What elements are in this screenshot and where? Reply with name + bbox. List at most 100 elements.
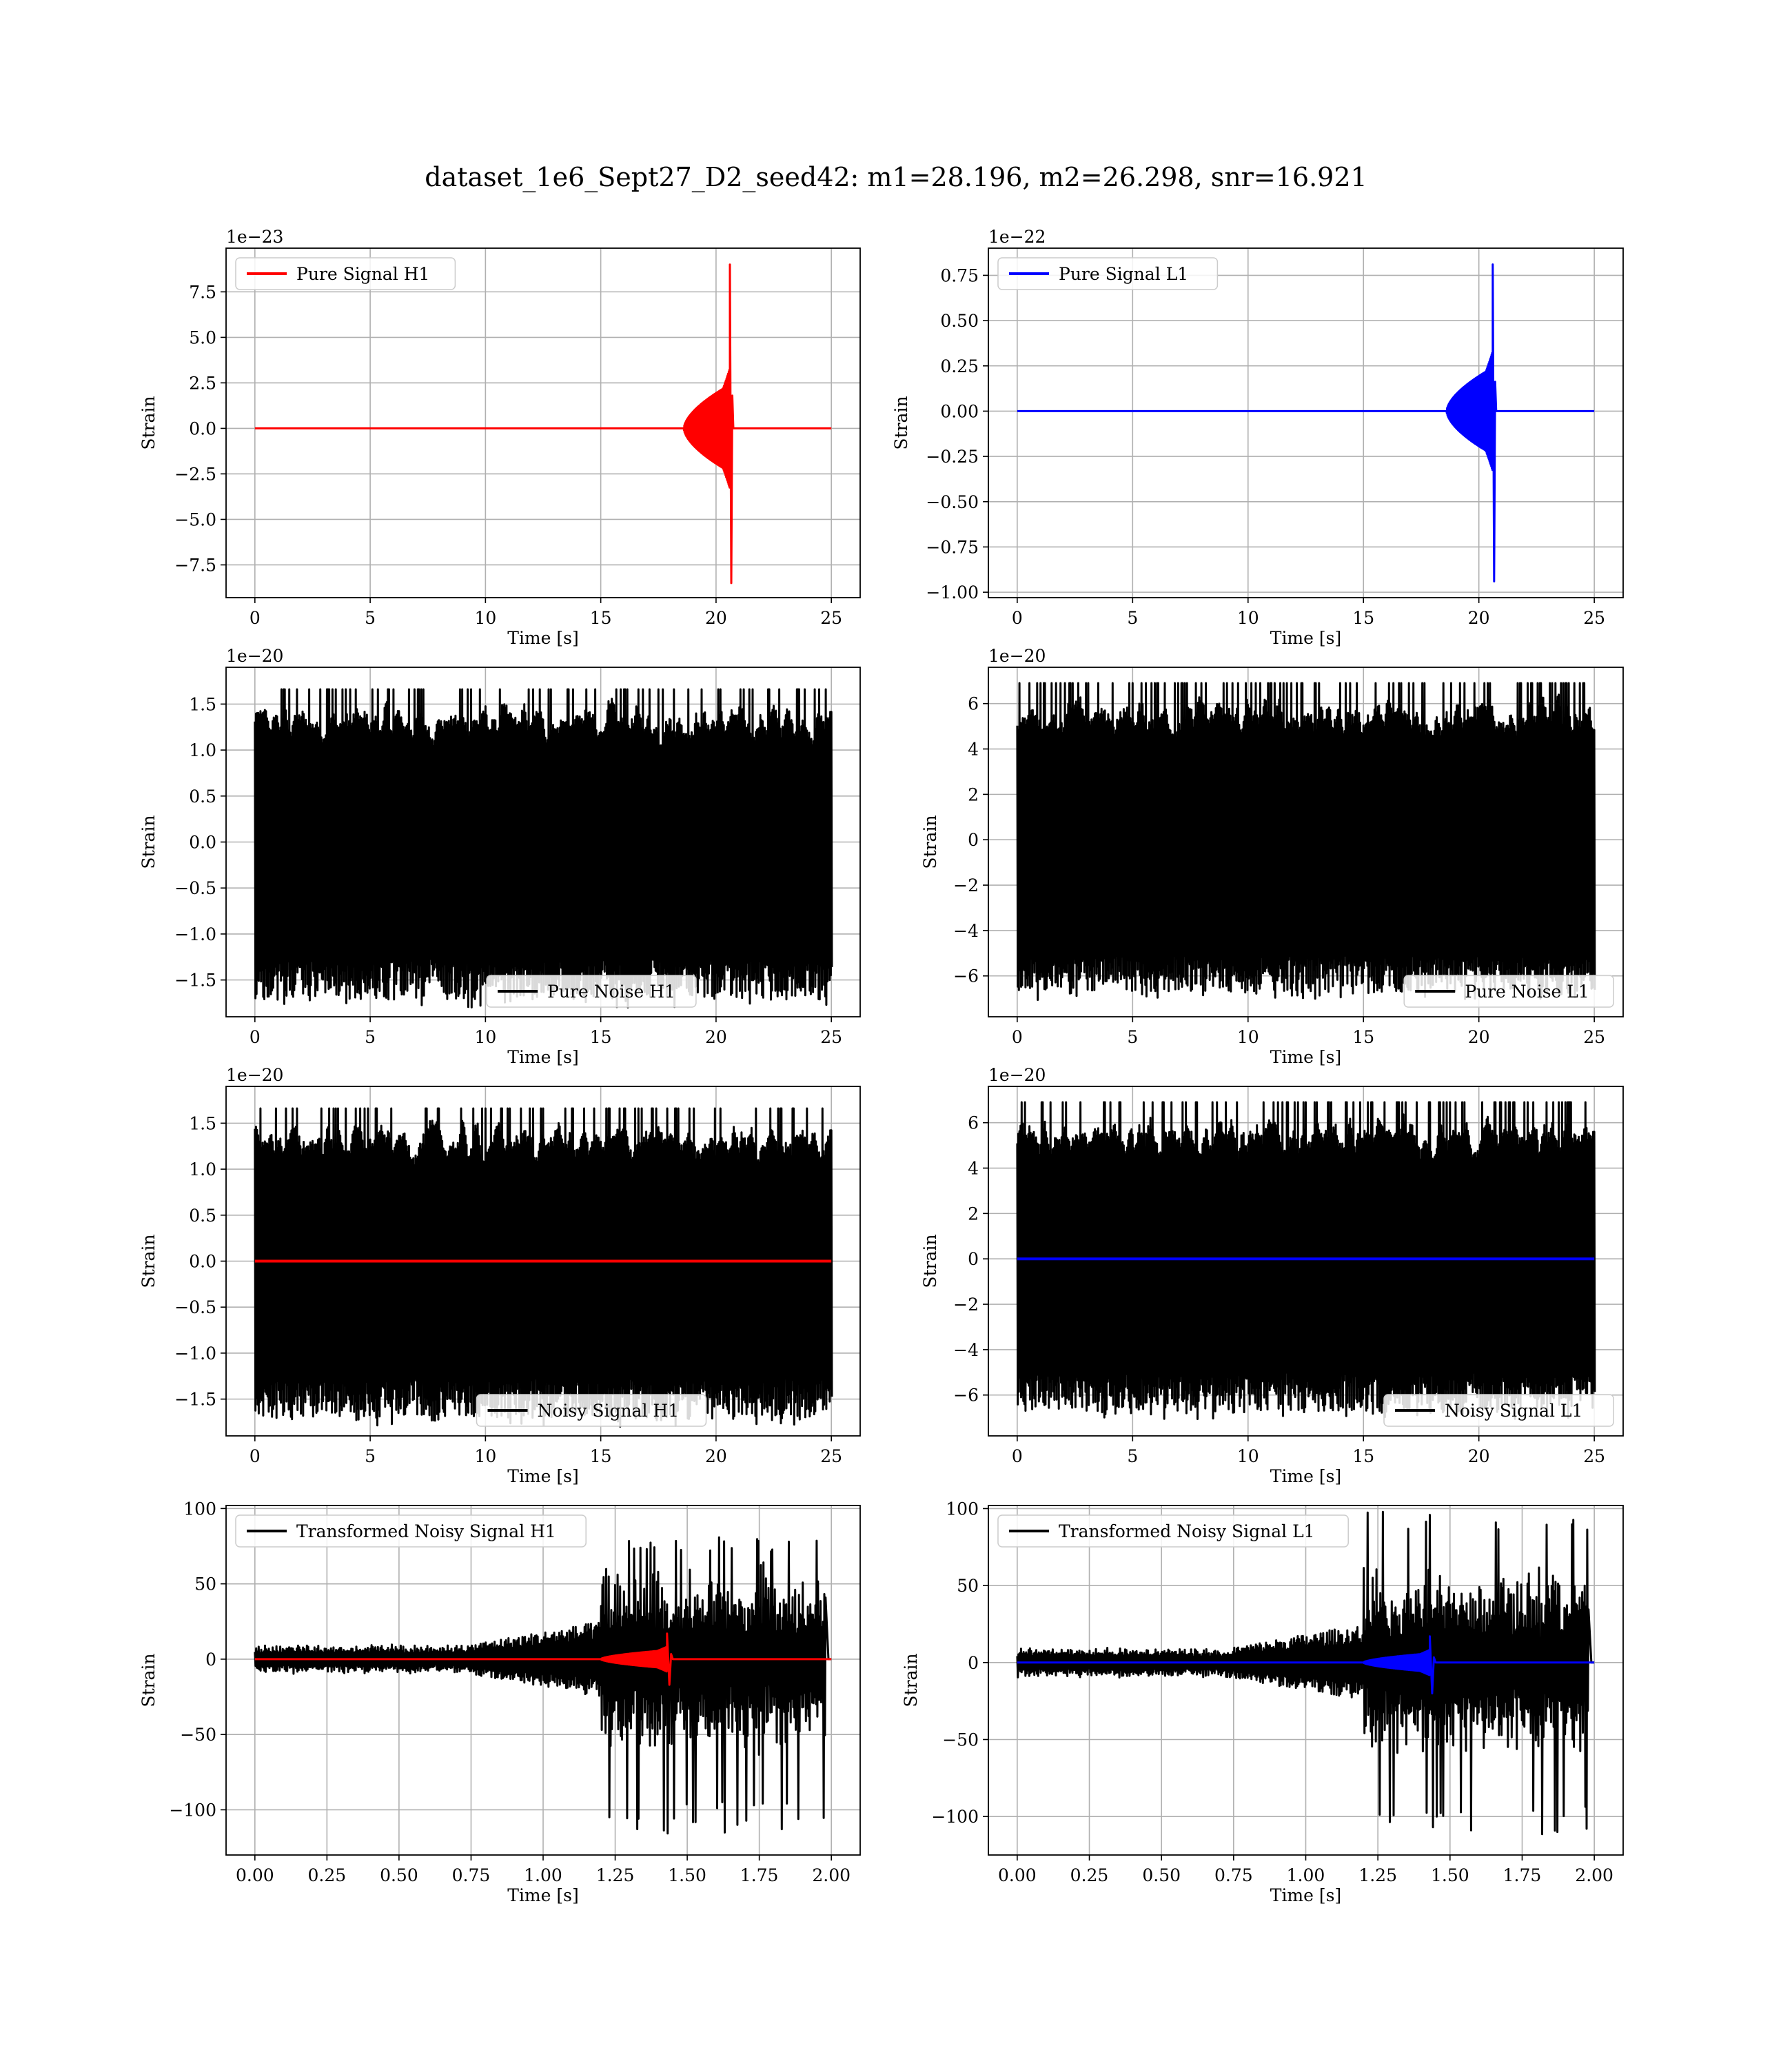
legend: Noisy Signal L1 (1383, 1394, 1614, 1427)
series-line-pure-signal-l1 (1017, 263, 1595, 582)
x-tick-label: 20 (1468, 1027, 1490, 1047)
legend: Pure Noise L1 (1403, 975, 1614, 1008)
y-axis-label: Strain (139, 396, 159, 449)
y-tick-label: −100 (931, 1807, 979, 1827)
x-tick-label: 20 (705, 608, 727, 628)
y-axis-label: Strain (920, 815, 940, 869)
legend-label: Pure Signal H1 (296, 264, 429, 284)
y-tick-label: 50 (957, 1576, 979, 1596)
y-tick-label: 2 (968, 1204, 979, 1224)
y-tick-label: −1.5 (174, 1390, 216, 1410)
legend: Pure Signal L1 (997, 257, 1219, 290)
y-tick-label: −0.5 (174, 1297, 216, 1317)
series-group (254, 688, 833, 1008)
axes-transformed-noisy-signal-l1: 0.00 0.25 0.50 0.75 1.00 1.25 1.50 1.75 2.00 −100… (901, 1499, 1624, 1905)
x-tick-label: 0.75 (452, 1865, 491, 1885)
y-tick-label: −0.75 (926, 537, 979, 557)
x-tick-label: 1.50 (668, 1865, 706, 1885)
legend-box (235, 1514, 587, 1548)
y-tick-label: 0.25 (940, 356, 979, 376)
x-tick-label: 0 (250, 1027, 261, 1047)
y-tick-label: −2 (953, 875, 979, 895)
y-axis-label: Strain (139, 815, 159, 869)
y-tick-label: 0 (968, 830, 979, 850)
y-tick-label: −0.25 (926, 447, 979, 467)
legend-box (997, 257, 1219, 290)
x-axis-label: Time [s] (507, 1047, 578, 1067)
x-tick-label: 2.00 (1575, 1865, 1613, 1885)
x-tick-label: 0.25 (1070, 1865, 1109, 1885)
y-offset-label: 1e−20 (988, 646, 1046, 666)
legend-box (1403, 975, 1614, 1008)
axes-noisy-signal-l1: 0 5 10 15 20 25 −6 −4 −2 0 2 4 6 Time [s] Strain 1e−20 N… (920, 1065, 1624, 1486)
legend-box (476, 1394, 707, 1427)
y-tick-label: −100 (169, 1800, 216, 1820)
y-tick-label: −4 (953, 921, 979, 941)
y-tick-label: 5.0 (189, 327, 216, 347)
x-axis-label: Time [s] (507, 1885, 578, 1905)
x-tick-label: 15 (590, 608, 612, 628)
legend-label: Pure Noise H1 (547, 982, 675, 1002)
y-tick-label: 2 (968, 784, 979, 804)
y-tick-label: −1.0 (174, 1344, 216, 1364)
series-line-overlay-1 (254, 1632, 832, 1686)
x-tick-label: 0.00 (998, 1865, 1037, 1885)
x-tick-label: 10 (474, 608, 496, 628)
x-tick-label: 0.75 (1214, 1865, 1253, 1885)
legend-box (997, 1514, 1349, 1548)
y-tick-label: −6 (953, 966, 979, 986)
x-axis-label: Time [s] (1270, 1885, 1341, 1905)
y-tick-label: −0.5 (174, 878, 216, 898)
y-tick-label: 6 (968, 1113, 979, 1133)
y-tick-label: −50 (180, 1725, 216, 1745)
axes-pure-signal-l1: 0 5 10 15 20 25 −1.00 −0.75 −0.50 −0.25 0.00 0.25 0.… (891, 227, 1624, 648)
legend-label: Transformed Noisy Signal L1 (1059, 1521, 1315, 1541)
y-tick-label: 4 (968, 1159, 979, 1179)
x-tick-label: 25 (1583, 1446, 1605, 1466)
x-tick-label: 5 (1127, 1027, 1138, 1047)
y-tick-label: −5.0 (174, 509, 216, 529)
x-axis-label: Time [s] (1270, 628, 1341, 648)
x-tick-label: 0 (250, 1446, 261, 1466)
legend: Noisy Signal H1 (476, 1394, 707, 1427)
axes-frame (988, 1086, 1624, 1437)
x-tick-label: 0.50 (380, 1865, 418, 1885)
x-tick-label: 15 (1352, 1446, 1374, 1466)
axes-pure-signal-h1: 0 5 10 15 20 25 −7.5 −5.0 −2.5 0.0 2.5 5.0 7.5 Time [… (139, 227, 861, 648)
x-axis-label: Time [s] (1270, 1466, 1341, 1486)
x-tick-label: 1.25 (596, 1865, 635, 1885)
y-tick-label: 0.00 (940, 401, 979, 421)
x-tick-label: 25 (1583, 608, 1605, 628)
legend-box (486, 975, 697, 1008)
y-axis-label: Strain (891, 396, 911, 449)
x-tick-label: 25 (820, 1027, 842, 1047)
x-tick-label: 1.75 (740, 1865, 779, 1885)
figure-title: dataset_1e6_Sept27_D2_seed42: m1=28.196,… (425, 162, 1367, 193)
y-tick-label: 0.5 (189, 1206, 216, 1226)
y-tick-label: −1.0 (174, 924, 216, 944)
legend: Pure Signal H1 (235, 257, 456, 290)
legend-box (235, 257, 456, 290)
legend-label: Transformed Noisy Signal H1 (296, 1521, 556, 1541)
series-group (1017, 263, 1595, 582)
x-tick-label: 20 (705, 1027, 727, 1047)
legend: Transformed Noisy Signal L1 (997, 1514, 1349, 1548)
x-tick-label: 1.50 (1431, 1865, 1469, 1885)
y-offset-label: 1e−20 (226, 646, 283, 666)
y-tick-label: −1.00 (926, 582, 979, 602)
x-tick-label: 0.00 (236, 1865, 274, 1885)
x-tick-label: 5 (365, 1027, 376, 1047)
y-tick-label: 0.0 (189, 1252, 216, 1272)
x-tick-label: 5 (365, 608, 376, 628)
y-axis-label: Strain (920, 1234, 940, 1288)
x-axis-label: Time [s] (507, 1466, 578, 1486)
y-tick-label: −1.5 (174, 971, 216, 991)
x-tick-label: 20 (1468, 608, 1490, 628)
series-line-transformed-noisy-signal-h1 (254, 1536, 832, 1835)
x-tick-label: 0.50 (1142, 1865, 1181, 1885)
y-tick-label: 0.5 (189, 787, 216, 807)
x-tick-label: 2.00 (812, 1865, 851, 1885)
y-tick-label: −7.5 (174, 555, 216, 575)
